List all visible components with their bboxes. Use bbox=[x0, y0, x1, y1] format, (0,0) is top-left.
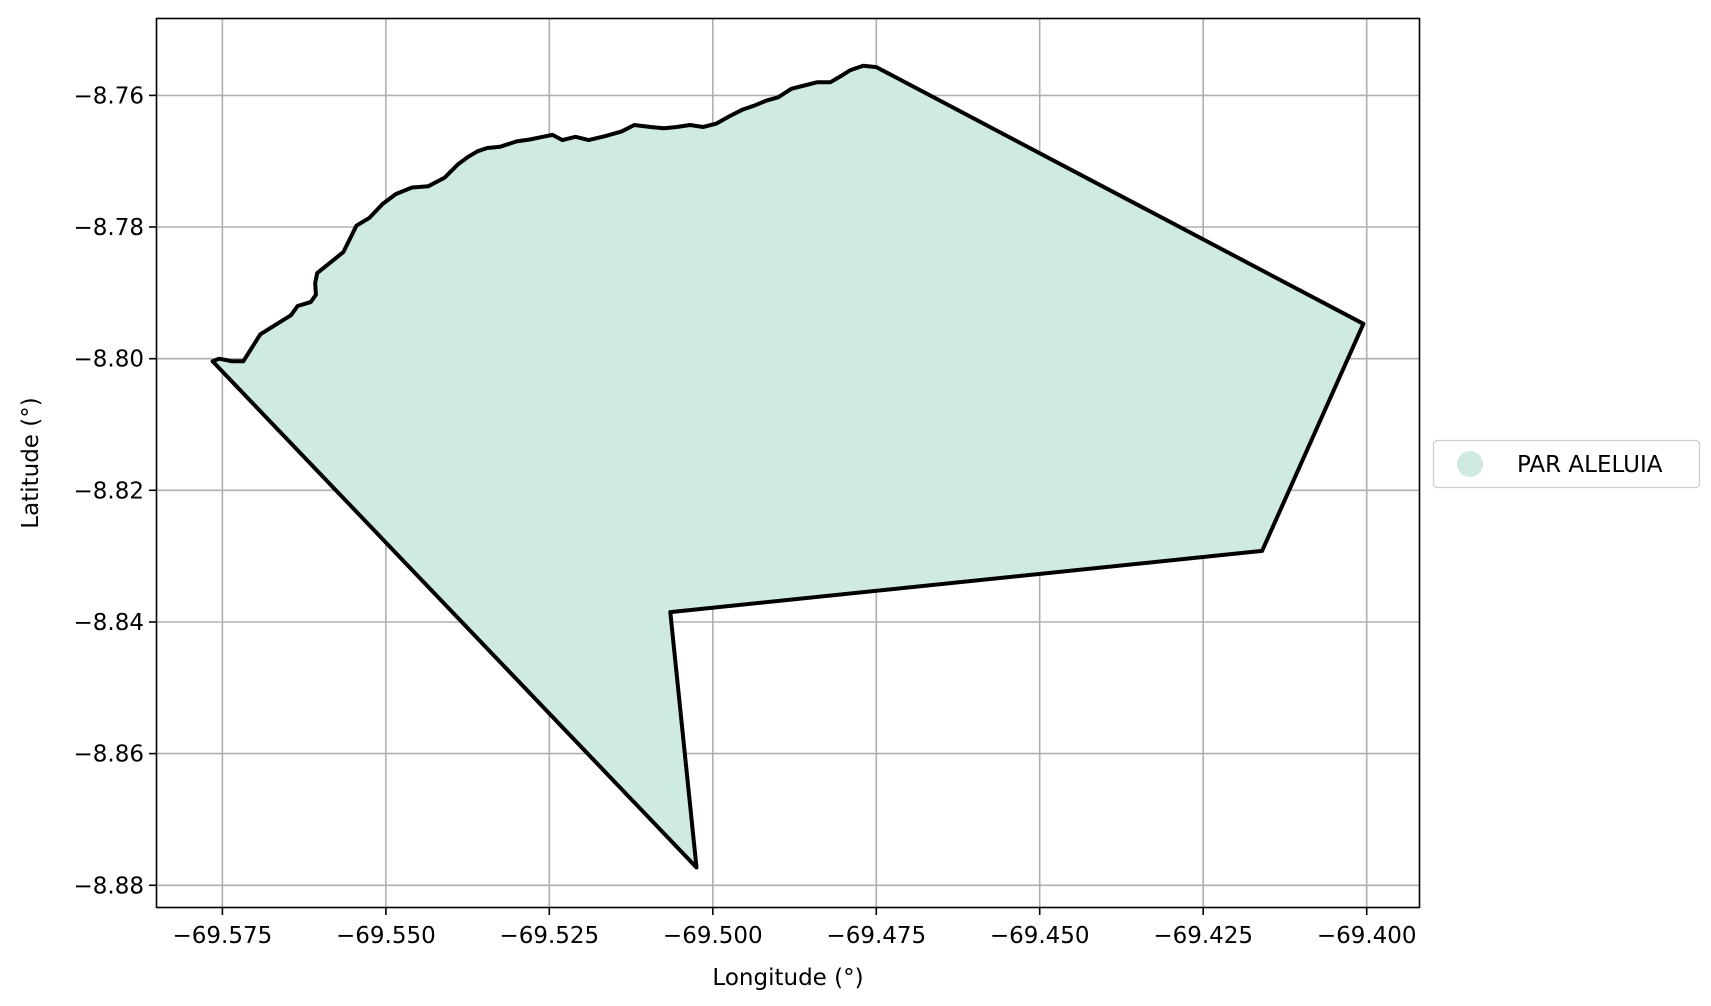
y-tick-label: −8.84 bbox=[74, 610, 144, 636]
legend-swatch bbox=[1457, 451, 1483, 477]
x-tick-label: −69.425 bbox=[1153, 923, 1253, 949]
x-tick-label: −69.500 bbox=[663, 923, 763, 949]
polygon-layer bbox=[210, 63, 1366, 870]
x-axis-ticks: −69.575 −69.550 −69.525 −69.500 −69.475 −69.4… bbox=[173, 907, 1417, 949]
y-tick-label: −8.76 bbox=[74, 83, 144, 109]
x-tick-label: −69.400 bbox=[1317, 923, 1417, 949]
x-tick-label: −69.525 bbox=[499, 923, 599, 949]
x-tick-label: −69.575 bbox=[173, 923, 273, 949]
y-tick-label: −8.88 bbox=[74, 873, 144, 899]
x-tick-label: −69.475 bbox=[826, 923, 926, 949]
y-axis-title: Latitude (°) bbox=[18, 397, 44, 528]
legend-box bbox=[1432, 439, 1701, 489]
y-tick-label: −8.80 bbox=[74, 347, 144, 373]
legend: PAR ALELUIA bbox=[1432, 439, 1701, 489]
y-axis-ticks: −8.76 −8.78 −8.80 −8.82 −8.84 −8.86 −8.88 bbox=[74, 83, 157, 899]
area-polygon bbox=[210, 63, 1366, 870]
x-axis-title: Longitude (°) bbox=[712, 965, 863, 991]
plot-frame bbox=[155, 17, 1421, 909]
x-tick-label: −69.450 bbox=[990, 923, 1090, 949]
y-tick-label: −8.82 bbox=[74, 478, 144, 504]
y-tick-label: −8.78 bbox=[74, 215, 144, 241]
legend-label: PAR ALELUIA bbox=[1517, 452, 1663, 478]
y-tick-label: −8.86 bbox=[74, 742, 144, 768]
x-tick-label: −69.550 bbox=[336, 923, 436, 949]
